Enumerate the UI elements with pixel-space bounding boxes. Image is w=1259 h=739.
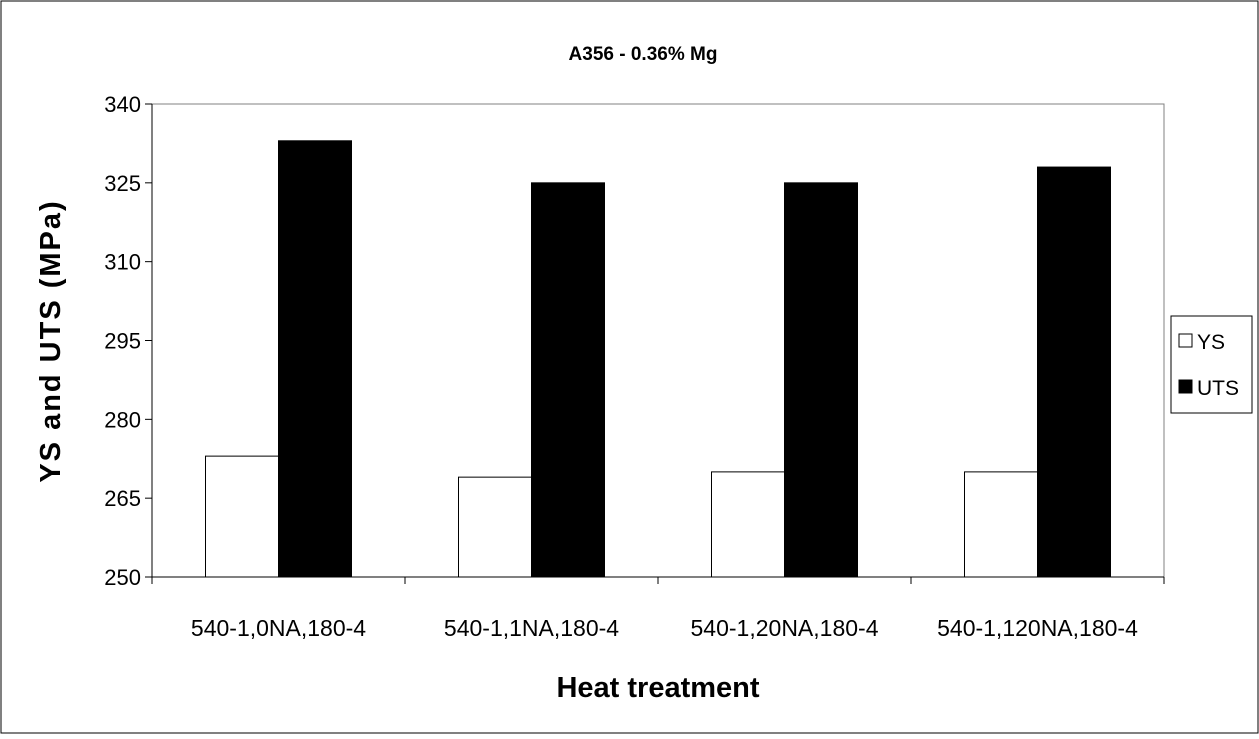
legend: YS UTS [1170,315,1253,414]
bar-uts [1037,166,1111,578]
y-tick-label: 340 [104,92,141,117]
legend-swatch-uts [1178,379,1193,394]
bars [205,140,1111,578]
y-tick-label: 265 [104,486,141,511]
legend-box [1170,315,1253,414]
legend-label-uts: UTS [1197,377,1239,400]
x-axis-title: Heat treatment [556,672,759,704]
bar-ys [205,455,279,578]
y-tick-label: 310 [104,250,141,275]
y-axis: 250 265 280 295 310 325 340 [104,92,153,590]
bar-ys [711,471,785,578]
x-tick-label: 540-1,0NA,180-4 [191,615,366,641]
bar-uts [784,182,858,578]
y-tick-label: 280 [104,407,141,432]
y-axis-title: YS and UTS (MPa) [35,199,67,482]
legend-label-ys: YS [1197,331,1225,354]
y-tick-label: 250 [104,565,141,590]
x-tick-label: 540-1,20NA,180-4 [691,615,879,641]
bar-ys [458,476,532,578]
x-tick-label: 540-1,120NA,180-4 [937,615,1138,641]
y-tick-label: 325 [104,171,141,196]
chart-title: A356 - 0.36% Mg [569,44,718,65]
bar-uts [278,140,352,578]
bar-ys [964,471,1038,578]
y-tick-label: 295 [104,329,141,354]
bar-uts [531,182,605,578]
legend-swatch-ys [1178,333,1193,348]
x-tick-label: 540-1,1NA,180-4 [444,615,619,641]
